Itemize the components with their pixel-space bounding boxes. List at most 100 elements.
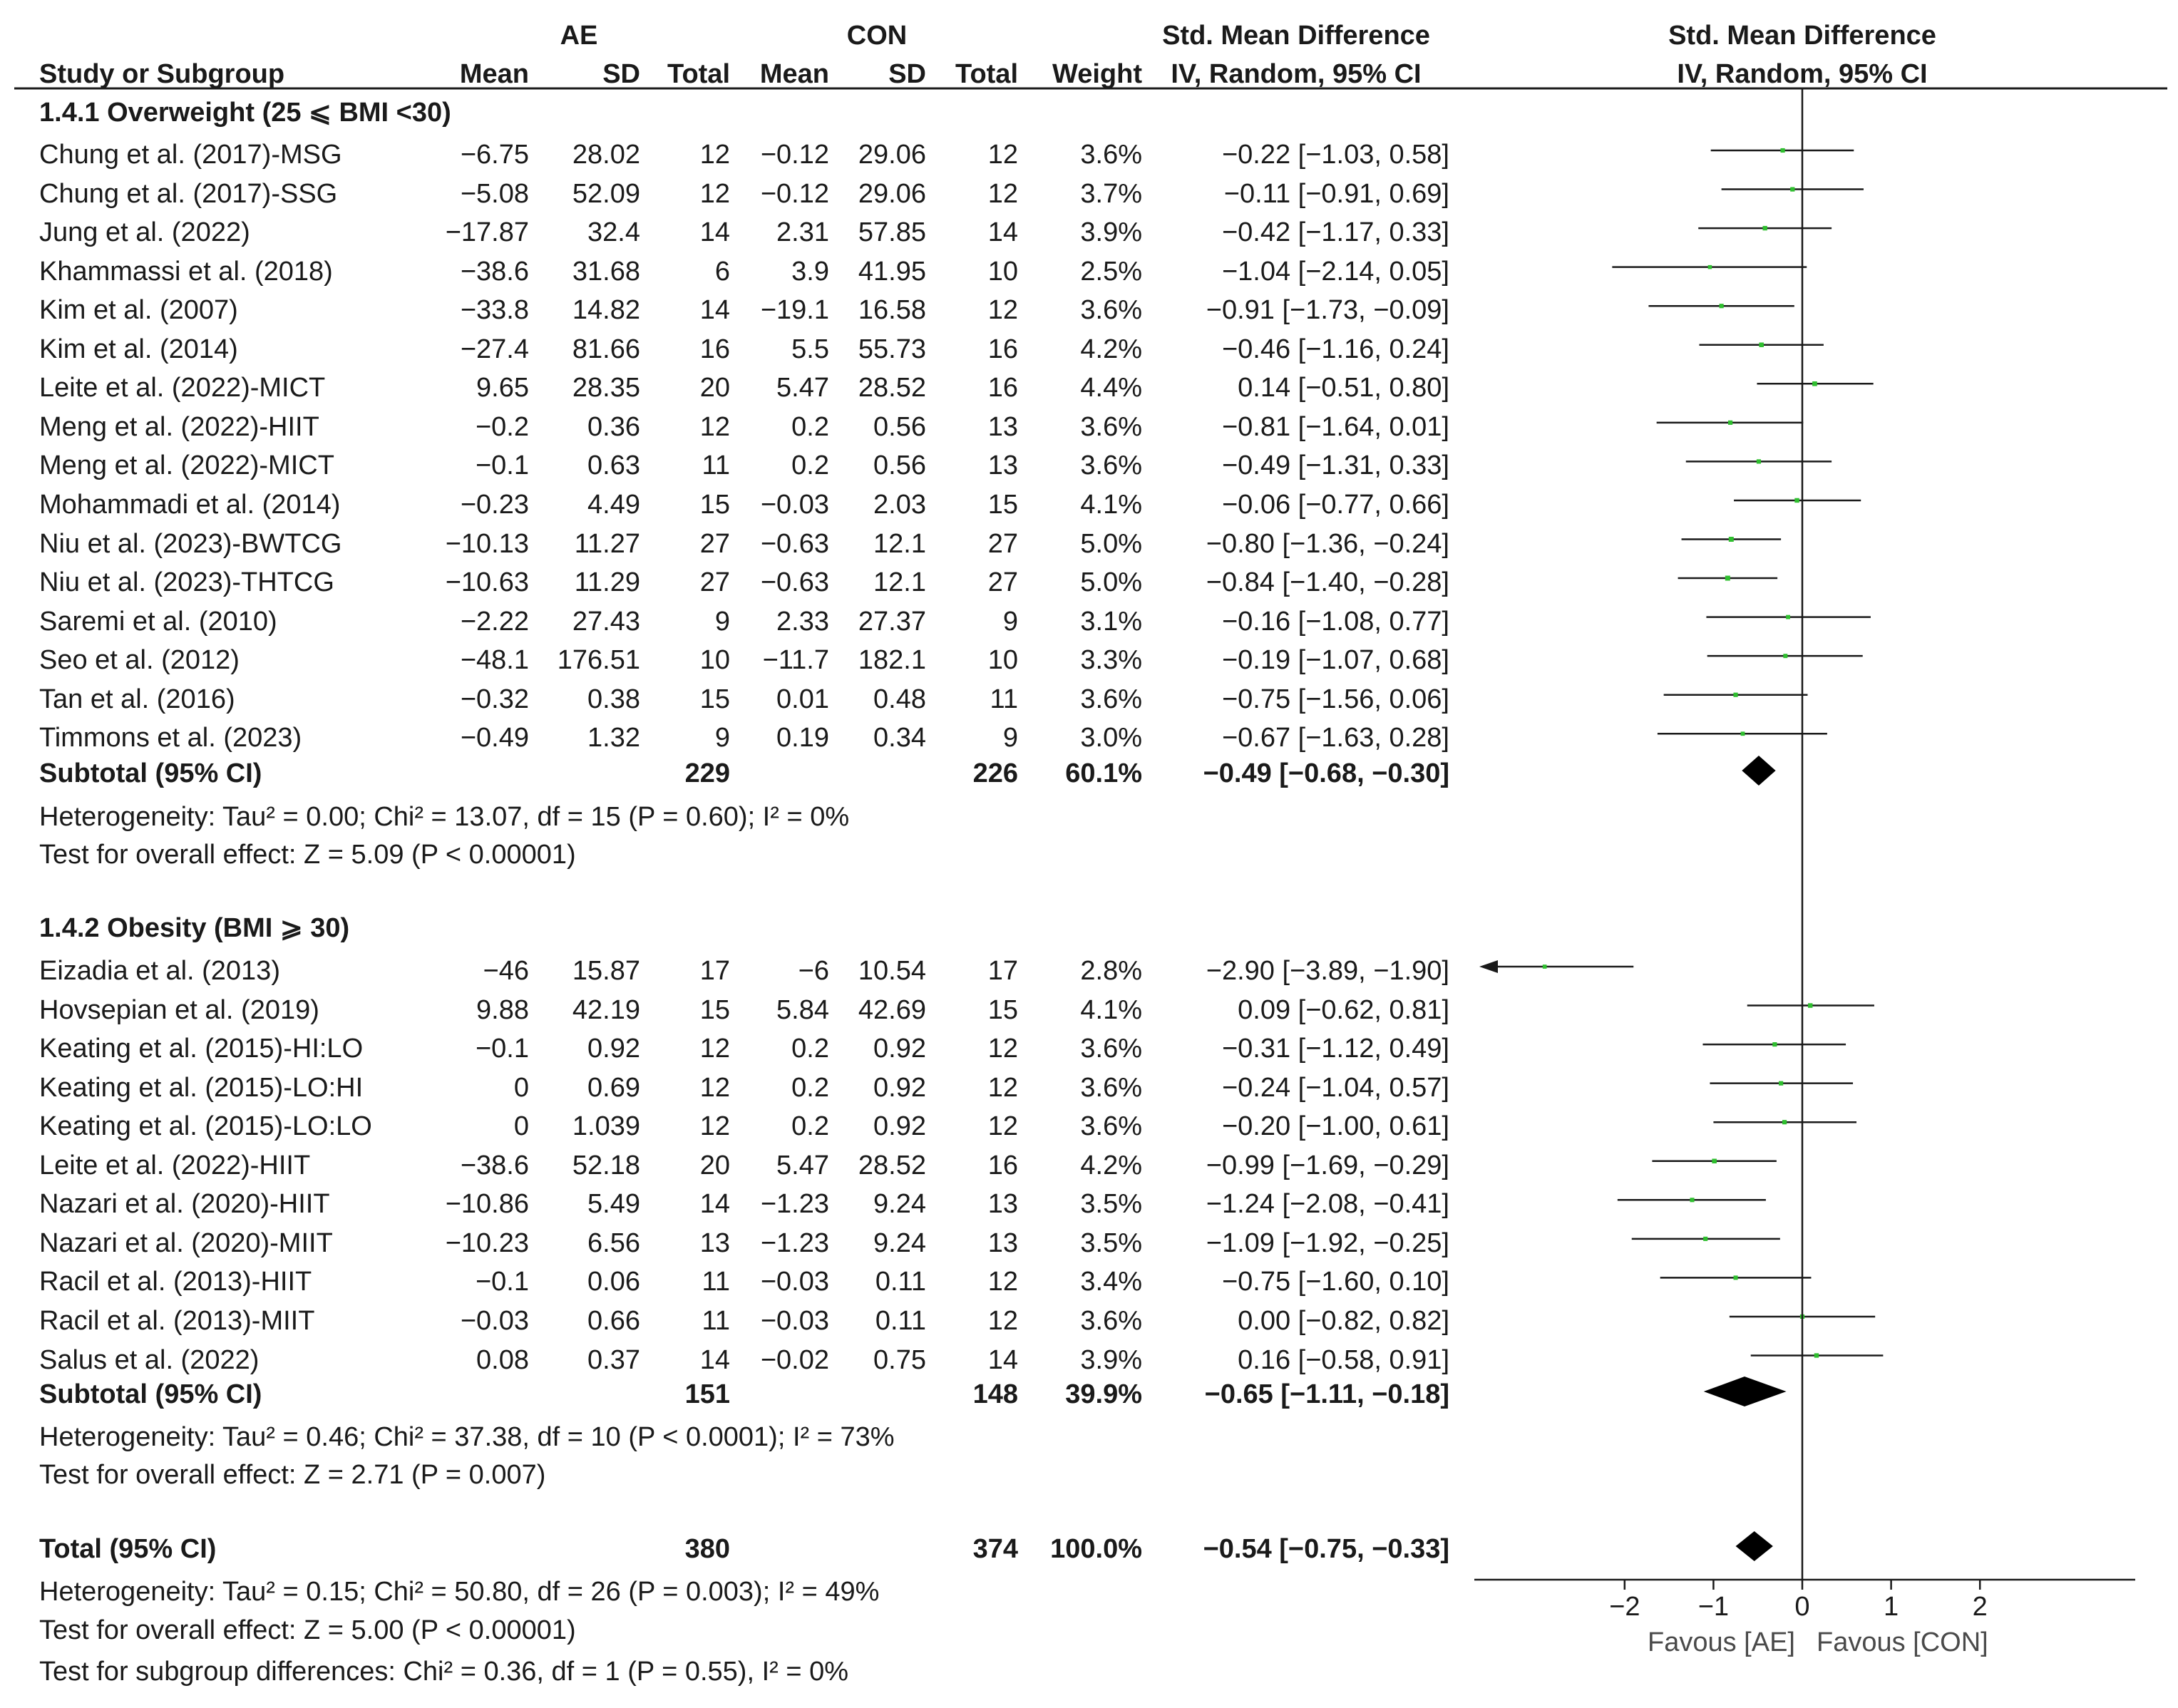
con-total: 27 xyxy=(987,567,1018,598)
con-sd: 10.54 xyxy=(858,956,926,986)
con-mean: 0.2 xyxy=(791,451,829,481)
con-total: 12 xyxy=(987,1267,1018,1297)
study-point-estimate xyxy=(1725,575,1730,581)
ae-mean: −10.13 xyxy=(445,528,529,559)
con-sd: 28.52 xyxy=(858,373,926,403)
study-point-estimate xyxy=(1703,1236,1708,1241)
x-axis-tick-label: −1 xyxy=(1698,1592,1729,1622)
total-overall-label: Total (95% CI) xyxy=(39,1534,217,1564)
study-name: Mohammadi et al. (2014) xyxy=(39,489,341,520)
study-point-estimate xyxy=(1786,614,1790,619)
study-name: Salus et al. (2022) xyxy=(39,1344,260,1375)
total-overall-smd-ci: −0.54 [−0.75, −0.33] xyxy=(1203,1534,1449,1564)
total-overall-weight: 100.0% xyxy=(1050,1534,1142,1564)
ae-sd: 28.35 xyxy=(572,373,640,403)
ae-total: 9 xyxy=(714,606,730,637)
ae-total: 17 xyxy=(699,956,730,986)
study-point-estimate xyxy=(1762,225,1767,231)
study-name: Racil et al. (2013)-MIIT xyxy=(39,1305,315,1336)
ae-total: 27 xyxy=(699,567,730,598)
con-total: 16 xyxy=(987,373,1018,403)
total-overall-effect-text: Test for overall effect: Z = 5.00 (P < 0… xyxy=(39,1615,576,1645)
ae-sd: 1.32 xyxy=(587,723,640,753)
x-axis-tick-label: 1 xyxy=(1884,1592,1899,1622)
ae-sd: 0.37 xyxy=(587,1344,640,1375)
con-sd: 0.48 xyxy=(873,684,926,714)
ae-total: 11 xyxy=(702,451,730,481)
study-weight: 3.6% xyxy=(1080,684,1142,714)
study-weight: 4.4% xyxy=(1080,373,1142,403)
ae-mean: −0.1 xyxy=(475,1267,529,1297)
study-smd-ci: −1.04 [−2.14, 0.05] xyxy=(1221,256,1449,287)
study-weight: 5.0% xyxy=(1080,567,1142,598)
study-point-estimate xyxy=(1733,1275,1738,1280)
ae-total: 10 xyxy=(699,645,730,676)
study-name: Leite et al. (2022)-HIIT xyxy=(39,1150,311,1180)
con-total: 12 xyxy=(987,1034,1018,1064)
smd-column-title: Std. Mean Difference xyxy=(1162,21,1430,51)
study-point-estimate xyxy=(1807,1003,1813,1008)
ae-sd: 14.82 xyxy=(572,295,640,326)
total1-column-header: Total xyxy=(667,59,730,89)
total-overall-ae-total: 380 xyxy=(684,1534,730,1564)
study-name: Keating et al. (2015)-LO:LO xyxy=(39,1111,372,1142)
study-smd-ci: −2.90 [−3.89, −1.90] xyxy=(1206,956,1449,986)
study-column-header: Study or Subgroup xyxy=(39,59,285,89)
ae-sd: 81.66 xyxy=(572,334,640,364)
con-total: 27 xyxy=(987,528,1018,559)
study-smd-ci: −0.84 [−1.40, −0.28] xyxy=(1206,567,1449,598)
con-sd: 0.11 xyxy=(875,1267,926,1297)
ae-mean: −10.86 xyxy=(445,1189,529,1220)
ae-total: 13 xyxy=(699,1228,730,1258)
ae-sd: 15.87 xyxy=(572,956,640,986)
con-total: 10 xyxy=(987,256,1018,287)
subgroup-differences-text: Test for subgroup differences: Chi² = 0.… xyxy=(39,1657,849,1687)
ae-sd: 27.43 xyxy=(572,606,640,637)
study-name: Nazari et al. (2020)-HIIT xyxy=(39,1189,330,1220)
ae-total: 12 xyxy=(699,411,730,442)
study-point-estimate xyxy=(1783,654,1788,659)
study-weight: 3.7% xyxy=(1080,178,1142,209)
con-sd: 16.58 xyxy=(858,295,926,326)
ae-mean: −0.03 xyxy=(460,1305,529,1336)
group1-header: AE xyxy=(560,21,598,51)
study-smd-ci: −0.16 [−1.08, 0.77] xyxy=(1221,606,1449,637)
ae-mean: −6.75 xyxy=(460,140,529,170)
ae-total: 14 xyxy=(699,1344,730,1375)
con-mean: 2.33 xyxy=(776,606,829,637)
total-heterogeneity-text: Heterogeneity: Tau² = 0.15; Chi² = 50.80… xyxy=(39,1577,880,1607)
ae-total: 15 xyxy=(699,684,730,714)
study-weight: 3.0% xyxy=(1080,723,1142,753)
study-weight: 3.6% xyxy=(1080,140,1142,170)
con-total: 16 xyxy=(987,334,1018,364)
study-point-estimate xyxy=(1759,342,1764,348)
subtotal-overweight-weight: 60.1% xyxy=(1065,758,1142,788)
ae-mean: −0.1 xyxy=(475,1034,529,1064)
x-axis-tick-label: 2 xyxy=(1973,1592,1988,1622)
plot-method-header: IV, Random, 95% CI xyxy=(1677,59,1928,89)
con-mean: 2.31 xyxy=(776,217,829,248)
study-weight: 3.6% xyxy=(1080,1034,1142,1064)
study-point-estimate xyxy=(1690,1198,1695,1203)
study-weight: 3.9% xyxy=(1080,1344,1142,1375)
study-point-estimate xyxy=(1727,420,1733,425)
ae-sd: 0.38 xyxy=(587,684,640,714)
study-smd-ci: −0.49 [−1.31, 0.33] xyxy=(1221,451,1449,481)
ae-sd: 0.63 xyxy=(587,451,640,481)
study-point-estimate xyxy=(1814,1353,1819,1358)
study-weight: 3.6% xyxy=(1080,295,1142,326)
study-name: Saremi et al. (2010) xyxy=(39,606,277,637)
ae-mean: −0.23 xyxy=(460,489,529,520)
con-mean: −0.63 xyxy=(760,528,829,559)
ae-sd: 0.06 xyxy=(587,1267,640,1297)
total-overall-diamond xyxy=(1735,1531,1773,1561)
con-total: 10 xyxy=(987,645,1018,676)
study-weight: 3.9% xyxy=(1080,217,1142,248)
subtotal-overweight-diamond xyxy=(1742,756,1776,786)
con-total: 15 xyxy=(987,994,1018,1025)
ae-sd: 0.66 xyxy=(587,1305,640,1336)
study-weight: 4.2% xyxy=(1080,1150,1142,1180)
con-sd: 0.34 xyxy=(873,723,926,753)
ae-total: 12 xyxy=(699,1072,730,1103)
